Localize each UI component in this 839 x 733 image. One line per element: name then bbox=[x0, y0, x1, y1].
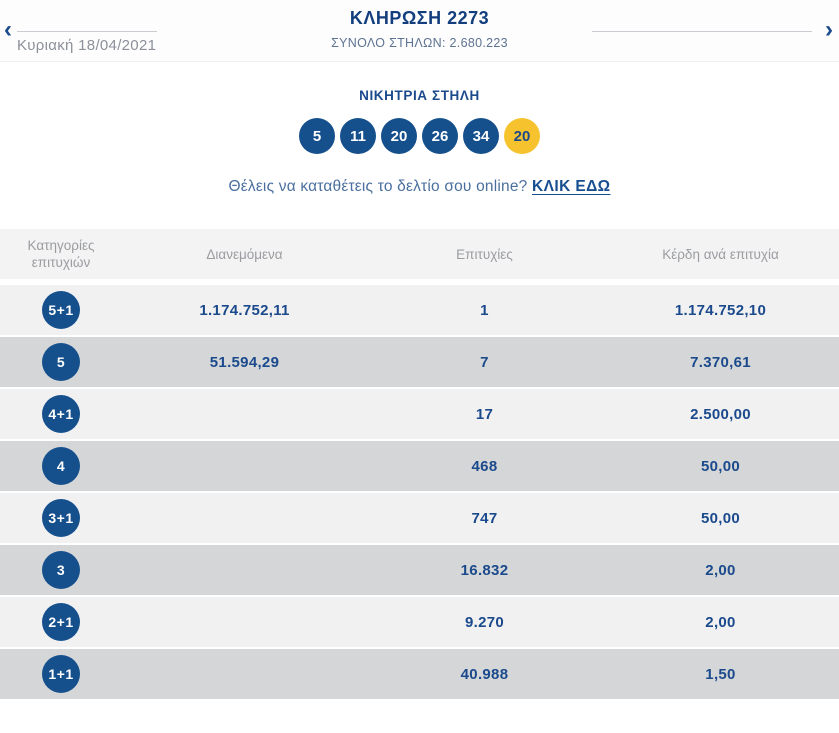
column-header-prize: Κέρδη ανά επιτυχία bbox=[662, 246, 779, 262]
winners-value: 1 bbox=[480, 301, 489, 319]
prize-value: 2,00 bbox=[705, 561, 736, 579]
draw-date: Κυριακή 18/04/2021 bbox=[17, 37, 157, 54]
prize-categories-table: Κατηγορίες επιτυχιών Διανεμόμενα Επιτυχί… bbox=[0, 229, 839, 699]
category-badge: 3 bbox=[42, 551, 80, 589]
table-row: 3+1 747 50,00 bbox=[0, 493, 839, 543]
winners-value: 40.988 bbox=[460, 665, 509, 683]
online-cta-text: Θέλεις να καταθέτεις το δελτίο σου onlin… bbox=[228, 178, 528, 195]
next-draw-chevron-icon[interactable]: › bbox=[825, 16, 833, 43]
table-row: 5 51.594,29 7 7.370,61 bbox=[0, 337, 839, 387]
winners-value: 468 bbox=[471, 457, 498, 475]
table-row: 5+1 1.174.752,11 1 1.174.752,10 bbox=[0, 285, 839, 335]
winners-value: 9.270 bbox=[464, 613, 505, 631]
prize-value: 1,50 bbox=[705, 665, 736, 683]
column-header-distributed: Διανεμόμενα bbox=[206, 246, 283, 262]
table-header-row: Κατηγορίες επιτυχιών Διανεμόμενα Επιτυχί… bbox=[0, 229, 839, 279]
winners-value: 16.832 bbox=[460, 561, 509, 579]
winning-number-ball: 34 bbox=[463, 118, 499, 154]
prize-value: 2.500,00 bbox=[690, 405, 751, 423]
prize-value: 50,00 bbox=[700, 509, 741, 527]
winning-numbers: 5 11 20 26 34 20 bbox=[0, 118, 839, 154]
header-divider-line bbox=[592, 31, 812, 32]
draw-title-group: ΚΛΗΡΩΣΗ 2273 ΣΥΝΟΛΟ ΣΤΗΛΩΝ: 2.680.223 bbox=[331, 8, 508, 50]
table-row: 4+1 17 2.500,00 bbox=[0, 389, 839, 439]
winning-number-ball: 5 bbox=[299, 118, 335, 154]
winning-number-ball: 20 bbox=[381, 118, 417, 154]
online-cta-line: Θέλεις να καταθέτεις το δελτίο σου onlin… bbox=[0, 178, 839, 196]
table-row: 3 16.832 2,00 bbox=[0, 545, 839, 595]
distributed-value: 51.594,29 bbox=[209, 353, 280, 371]
winners-value: 747 bbox=[471, 509, 498, 527]
category-badge: 4+1 bbox=[42, 395, 80, 433]
distributed-value: 1.174.752,11 bbox=[199, 301, 290, 319]
prize-value: 1.174.752,10 bbox=[674, 301, 767, 319]
category-badge: 1+1 bbox=[42, 655, 80, 693]
winners-value: 17 bbox=[475, 405, 494, 423]
previous-draw-chevron-icon[interactable]: ‹ bbox=[4, 16, 12, 43]
winning-column-heading: ΝΙΚΗΤΡΙΑ ΣΤΗΛΗ bbox=[359, 88, 480, 103]
column-header-categories: Κατηγορίες επιτυχιών bbox=[27, 238, 95, 270]
prize-value: 50,00 bbox=[700, 457, 741, 475]
category-badge: 4 bbox=[42, 447, 80, 485]
total-columns-label: ΣΥΝΟΛΟ ΣΤΗΛΩΝ: 2.680.223 bbox=[331, 36, 508, 50]
category-badge: 5+1 bbox=[42, 291, 80, 329]
draw-header: ‹ Κυριακή 18/04/2021 ΚΛΗΡΩΣΗ 2273 ΣΥΝΟΛΟ… bbox=[0, 0, 839, 62]
category-badge: 2+1 bbox=[42, 603, 80, 641]
winning-column-section: ΝΙΚΗΤΡΙΑ ΣΤΗΛΗ 5 11 20 26 34 20 Θέλεις ν… bbox=[0, 88, 839, 196]
click-here-link[interactable]: ΚΛΙΚ ΕΔΩ bbox=[532, 178, 611, 195]
winners-value: 7 bbox=[480, 353, 489, 371]
table-row: 1+1 40.988 1,50 bbox=[0, 649, 839, 699]
table-row: 2+1 9.270 2,00 bbox=[0, 597, 839, 647]
column-header-winners: Επιτυχίες bbox=[456, 246, 513, 262]
table-row: 4 468 50,00 bbox=[0, 441, 839, 491]
winning-number-ball: 11 bbox=[340, 118, 376, 154]
category-badge: 3+1 bbox=[42, 499, 80, 537]
category-badge: 5 bbox=[42, 343, 80, 381]
prize-value: 2,00 bbox=[705, 613, 736, 631]
joker-number-ball: 20 bbox=[504, 118, 540, 154]
prize-value: 7.370,61 bbox=[690, 353, 751, 371]
winning-number-ball: 26 bbox=[422, 118, 458, 154]
draw-title: ΚΛΗΡΩΣΗ 2273 bbox=[349, 8, 490, 28]
draw-date-group: Κυριακή 18/04/2021 bbox=[17, 31, 157, 54]
